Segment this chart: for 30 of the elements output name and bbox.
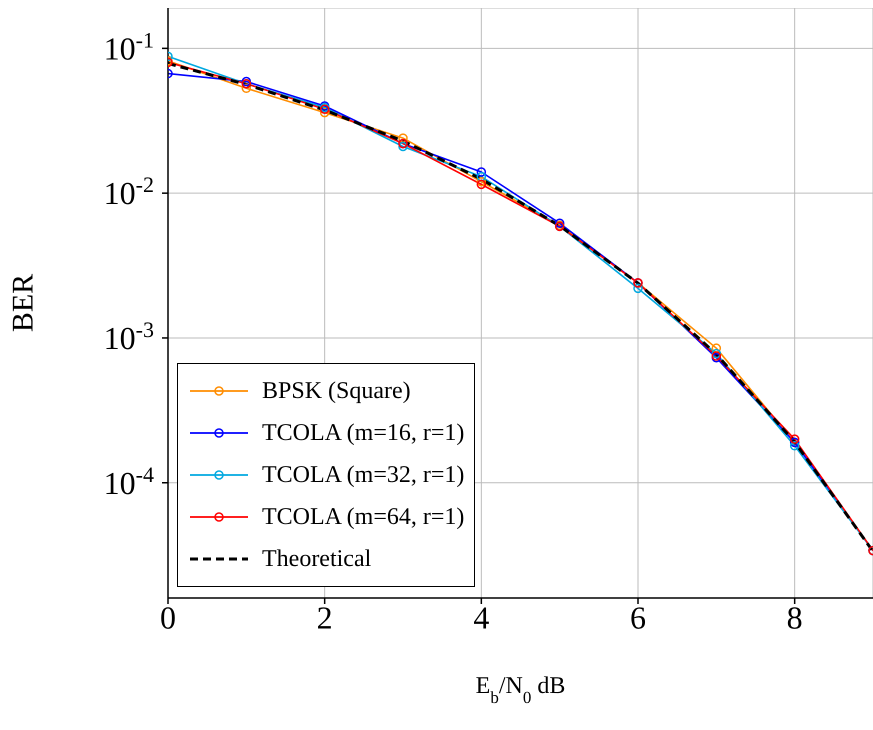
y-tick-label: 10$^{-2}$	[104, 172, 154, 212]
y-axis-title: BER	[6, 274, 40, 332]
point	[554, 218, 564, 228]
x-tick-label: 4	[473, 600, 490, 636]
point	[476, 176, 486, 186]
point	[790, 441, 800, 451]
legend-label: BPSK (Square)	[262, 378, 411, 404]
point	[633, 284, 643, 294]
point	[790, 434, 800, 444]
point	[476, 167, 486, 177]
x-tick-label: 6	[630, 600, 646, 636]
legend-label: Theoretical	[262, 546, 372, 572]
y-tick-label: 10$^{-1}$	[104, 26, 154, 66]
point	[398, 142, 408, 152]
x-tick-label: 2	[316, 600, 333, 636]
point	[320, 108, 330, 118]
legend-label: TCOLA (m=32, r=1)	[262, 462, 464, 488]
x-tick-label: 0	[160, 600, 176, 636]
point	[476, 180, 486, 190]
point	[242, 84, 252, 94]
y-tick-label: 10$^{-4}$	[104, 461, 154, 501]
x-tick-label: 8	[786, 600, 803, 636]
legend-label: TCOLA (m=64, r=1)	[262, 504, 464, 530]
point	[712, 348, 722, 358]
point	[476, 172, 486, 182]
x-axis-title: E$_{b}$/N$_{0}$ dB	[476, 673, 566, 706]
legend-label: TCOLA (m=16, r=1)	[262, 420, 464, 446]
point	[398, 133, 408, 143]
y-tick-label: 10$^{-3}$	[104, 316, 154, 356]
point	[712, 343, 722, 353]
